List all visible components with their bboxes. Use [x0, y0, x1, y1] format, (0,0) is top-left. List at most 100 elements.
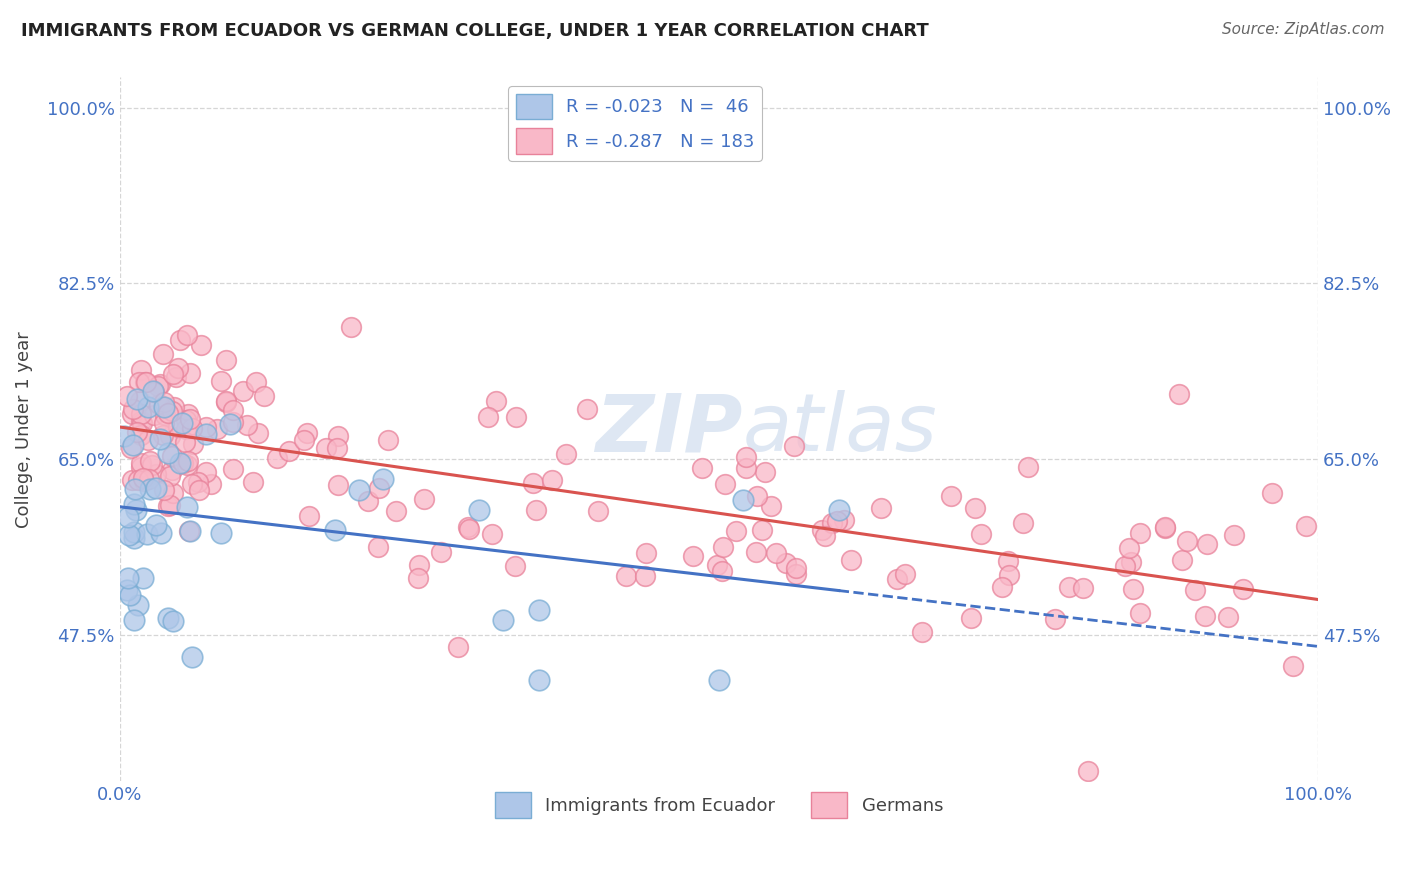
Point — [759, 499, 782, 513]
Point — [1282, 659, 1305, 673]
Point — [135, 375, 157, 389]
Point — [115, 582, 138, 597]
Point — [457, 519, 479, 533]
Point — [1261, 486, 1284, 500]
Point — [129, 414, 152, 428]
Text: ZIP: ZIP — [596, 390, 742, 468]
Point — [156, 500, 179, 514]
Point — [145, 517, 167, 532]
Point — [485, 393, 508, 408]
Point — [1122, 582, 1144, 596]
Point — [714, 476, 737, 491]
Point — [156, 446, 179, 460]
Point — [894, 566, 917, 581]
Point — [145, 482, 167, 496]
Point — [141, 458, 163, 472]
Point — [117, 571, 139, 585]
Point — [1168, 387, 1191, 401]
Point — [827, 514, 849, 528]
Point — [1071, 581, 1094, 595]
Point — [503, 559, 526, 574]
Point — [939, 489, 962, 503]
Point — [179, 412, 201, 426]
Point — [711, 540, 734, 554]
Point — [160, 449, 183, 463]
Point — [828, 502, 851, 516]
Point — [814, 529, 837, 543]
Point — [128, 375, 150, 389]
Point — [477, 410, 499, 425]
Point — [150, 526, 173, 541]
Point — [159, 468, 181, 483]
Point — [315, 441, 337, 455]
Point — [209, 525, 232, 540]
Point — [121, 473, 143, 487]
Point — [706, 558, 728, 572]
Point — [367, 541, 389, 555]
Point — [997, 554, 1019, 568]
Point — [180, 420, 202, 434]
Point — [187, 475, 209, 490]
Point — [408, 558, 430, 572]
Point — [232, 384, 254, 398]
Point — [167, 361, 190, 376]
Point — [195, 466, 218, 480]
Point — [132, 571, 155, 585]
Point — [1184, 582, 1206, 597]
Point — [1118, 541, 1140, 555]
Point — [112, 429, 135, 443]
Point — [160, 403, 183, 417]
Point — [167, 420, 190, 434]
Point — [179, 366, 201, 380]
Point — [129, 407, 152, 421]
Point — [266, 450, 288, 465]
Point — [142, 408, 165, 422]
Point — [447, 640, 470, 655]
Point — [634, 569, 657, 583]
Point — [177, 524, 200, 538]
Point — [177, 453, 200, 467]
Point — [157, 406, 180, 420]
Point — [127, 598, 149, 612]
Point — [328, 429, 350, 443]
Point — [125, 425, 148, 439]
Point — [735, 450, 758, 464]
Point — [810, 524, 832, 538]
Point — [124, 525, 146, 540]
Point — [707, 673, 730, 688]
Point — [870, 501, 893, 516]
Point — [636, 546, 658, 560]
Point — [295, 425, 318, 440]
Point — [118, 527, 141, 541]
Point — [1114, 559, 1136, 574]
Point — [165, 370, 187, 384]
Point — [960, 610, 983, 624]
Point — [998, 568, 1021, 582]
Point — [832, 513, 855, 527]
Point — [176, 500, 198, 515]
Point — [129, 393, 152, 408]
Point — [222, 415, 245, 429]
Point — [1128, 606, 1150, 620]
Point — [162, 368, 184, 382]
Point — [136, 400, 159, 414]
Y-axis label: College, Under 1 year: College, Under 1 year — [15, 331, 32, 527]
Point — [406, 571, 429, 585]
Point — [1077, 764, 1099, 778]
Point — [1045, 612, 1067, 626]
Point — [1195, 537, 1218, 551]
Point — [911, 625, 934, 640]
Point — [430, 544, 453, 558]
Point — [149, 432, 172, 446]
Point — [541, 473, 564, 487]
Point — [117, 510, 139, 524]
Point — [194, 420, 217, 434]
Point — [122, 497, 145, 511]
Point — [139, 453, 162, 467]
Point — [340, 320, 363, 334]
Point — [121, 407, 143, 421]
Point — [172, 416, 194, 430]
Point — [527, 603, 550, 617]
Point — [373, 473, 395, 487]
Point — [481, 526, 503, 541]
